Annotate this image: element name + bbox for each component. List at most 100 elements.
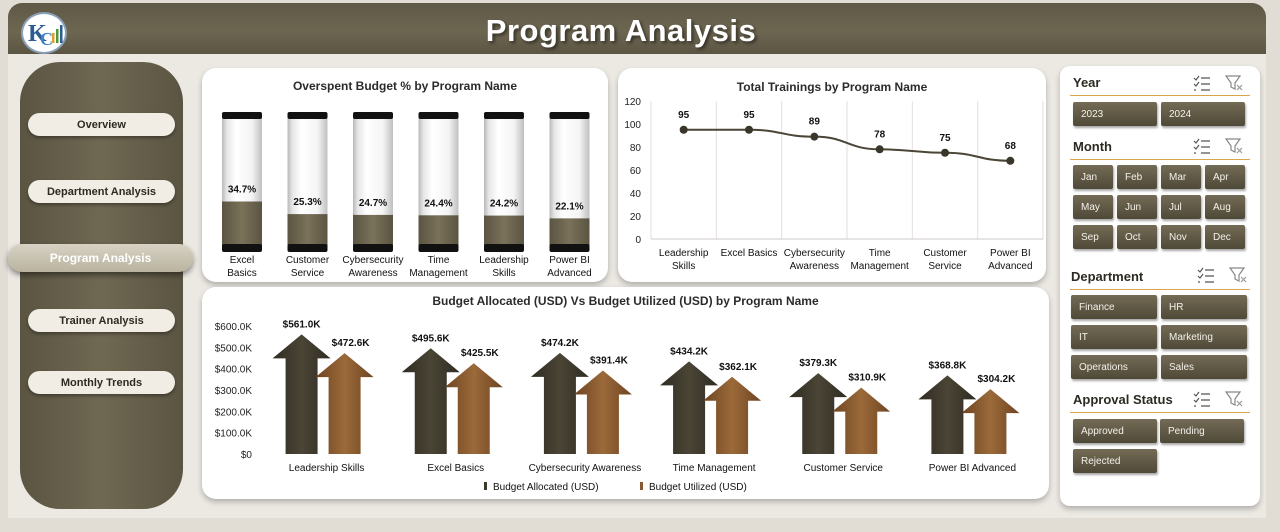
approval-option[interactable]: Rejected <box>1073 449 1157 473</box>
legend-swatch <box>640 482 643 490</box>
month-option-oct[interactable]: Oct <box>1117 225 1157 249</box>
utilized-value-label: $310.9K <box>848 373 887 384</box>
trainings-point-excel-basics <box>745 125 753 134</box>
department-option[interactable]: Finance <box>1071 295 1157 319</box>
trainings-value-label: 68 <box>1005 141 1017 152</box>
month-option-nov[interactable]: Nov <box>1161 225 1201 249</box>
overspent-value-label: 25.3% <box>293 197 321 208</box>
nav-department-analysis-button[interactable]: Department Analysis <box>28 180 175 203</box>
multi-select-icon[interactable] <box>1193 391 1211 407</box>
y-tick-label: 120 <box>624 97 641 108</box>
y-tick-label: 0 <box>635 235 641 246</box>
month-option-jan[interactable]: Jan <box>1073 165 1113 189</box>
budget-category-label: Customer Service <box>804 463 884 474</box>
trainings-category-label: Cybersecurity Awareness <box>784 248 845 272</box>
overspent-bar-leadership-skills <box>484 112 524 252</box>
year-slicer-title: Year <box>1073 75 1101 90</box>
y-tick-label: $600.0K <box>215 322 253 333</box>
trainings-chart: 0 20 40 60 80 100 120 95 Leadership Skills 95 Excel… <box>624 97 1044 272</box>
overspent-value-label: 34.7% <box>228 185 256 196</box>
overspent-category-label: Leadership Skills <box>479 255 529 279</box>
trainings-value-label: 95 <box>743 110 755 121</box>
year-option[interactable]: 2024 <box>1161 102 1245 126</box>
allocated-bar-excel-basics <box>401 348 460 454</box>
month-option-feb[interactable]: Feb <box>1117 165 1157 189</box>
month-option-jun[interactable]: Jun <box>1117 195 1157 219</box>
utilized-bar-excel-basics <box>444 363 503 454</box>
clear-filter-icon[interactable] <box>1225 138 1243 154</box>
nav-monthly-trends-button[interactable]: Monthly Trends <box>28 371 175 394</box>
overspent-value-label: 22.1% <box>555 201 583 212</box>
legend-swatch <box>484 482 487 490</box>
nav-overview-button[interactable]: Overview <box>28 113 175 136</box>
trainings-value-label: 89 <box>809 117 821 128</box>
trainings-point-cybersecurity-awareness <box>810 132 819 141</box>
overspent-value-label: 24.2% <box>490 199 518 210</box>
overspent-bar-cybersecurity-awareness <box>353 112 393 252</box>
allocated-bar-leadership-skills <box>272 334 331 454</box>
overspent-bar-power-bi-advanced <box>549 112 590 252</box>
allocated-bar-customer-service <box>789 373 848 454</box>
divider <box>1070 412 1250 413</box>
utilized-value-label: $425.5K <box>461 348 500 359</box>
nav-trainer-analysis-button[interactable]: Trainer Analysis <box>28 309 175 332</box>
trainings-category-label: Power BI Advanced <box>988 248 1032 272</box>
svg-text:K: K <box>28 21 47 47</box>
utilized-value-label: $391.4K <box>590 356 629 367</box>
department-option[interactable]: Marketing <box>1161 325 1247 349</box>
overspent-chart: 34.7% Excel Basics 25.3% Customer Service 24.7… <box>222 112 592 279</box>
sidebar: Overview Department Analysis Program Ana… <box>8 62 193 509</box>
trainings-point-leadership-skills <box>679 125 688 134</box>
department-option[interactable]: IT <box>1071 325 1157 349</box>
y-tick-label: 40 <box>630 189 642 200</box>
overspent-chart-title: Overspent Budget % by Program Name <box>292 79 518 93</box>
page-title: Program Analysis <box>485 13 757 48</box>
month-slicer-title: Month <box>1073 139 1112 154</box>
allocated-value-label: $368.8K <box>929 360 968 371</box>
month-option-aug[interactable]: Aug <box>1205 195 1245 219</box>
month-option-apr[interactable]: Apr <box>1205 165 1245 189</box>
month-option-mar[interactable]: Mar <box>1161 165 1201 189</box>
overspent-category-label: Excel Basics <box>227 255 256 279</box>
kc-logo-icon: K C <box>21 12 67 54</box>
department-option[interactable]: HR <box>1161 295 1247 319</box>
trainings-category-label: Excel Basics <box>721 248 778 259</box>
allocated-value-label: $495.6K <box>412 333 451 344</box>
y-tick-label: 100 <box>624 120 641 131</box>
approval-slicer-title: Approval Status <box>1073 392 1173 407</box>
department-option[interactable]: Sales <box>1161 355 1247 379</box>
y-tick-label: $300.0K <box>215 386 253 397</box>
overspent-category-label: Cybersecurity Awareness <box>342 255 403 279</box>
year-option[interactable]: 2023 <box>1073 102 1157 126</box>
overspent-category-label: Customer Service <box>286 255 330 279</box>
divider <box>1070 159 1250 160</box>
budget-category-label: Power BI Advanced <box>929 463 1016 474</box>
approval-option[interactable]: Approved <box>1073 419 1157 443</box>
allocated-value-label: $379.3K <box>799 358 838 369</box>
overspent-category-label: Power BI Advanced <box>547 255 591 279</box>
clear-filter-icon[interactable] <box>1225 391 1243 407</box>
multi-select-icon[interactable] <box>1193 75 1211 91</box>
month-option-may[interactable]: May <box>1073 195 1113 219</box>
clear-filter-icon[interactable] <box>1225 75 1243 91</box>
utilized-bar-time-management <box>703 376 762 454</box>
approval-option[interactable]: Pending <box>1160 419 1244 443</box>
multi-select-icon[interactable] <box>1193 138 1211 154</box>
month-option-jul[interactable]: Jul <box>1161 195 1201 219</box>
utilized-bar-cybersecurity-awareness <box>573 370 632 454</box>
department-slicer-title: Department <box>1071 269 1144 284</box>
y-tick-label: $100.0K <box>215 429 253 440</box>
month-option-dec[interactable]: Dec <box>1205 225 1245 249</box>
nav-program-analysis-button[interactable]: Program Analysis <box>8 244 193 272</box>
multi-select-icon[interactable] <box>1197 267 1215 283</box>
overspent-bar-customer-service <box>287 112 328 252</box>
trainings-chart-title: Total Trainings by Program Name <box>736 80 928 94</box>
month-option-sep[interactable]: Sep <box>1073 225 1113 249</box>
slicer-panel: Year 2023 2024 Month Jan Feb Mar Apr May Jun J… <box>1060 66 1260 506</box>
allocated-bar-cybersecurity-awareness <box>530 352 589 454</box>
overspent-value-label: 24.4% <box>424 198 452 209</box>
clear-filter-icon[interactable] <box>1229 267 1247 283</box>
allocated-value-label: $474.2K <box>541 338 580 349</box>
department-option[interactable]: Operations <box>1071 355 1157 379</box>
utilized-value-label: $472.6K <box>332 338 371 349</box>
